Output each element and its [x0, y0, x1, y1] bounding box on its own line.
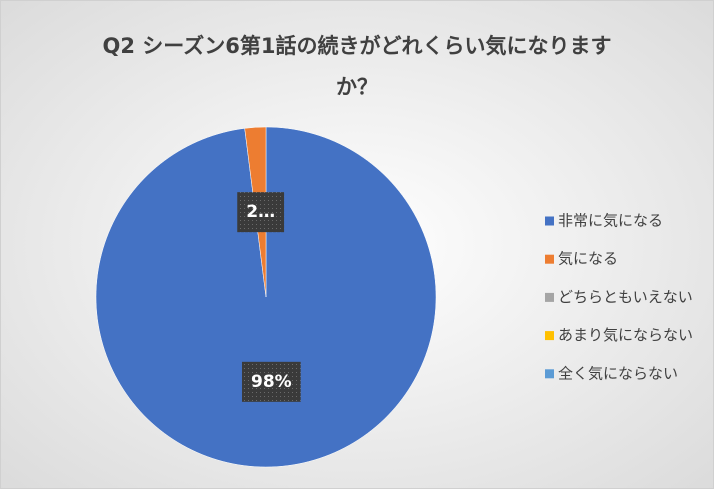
legend-swatch [545, 369, 554, 379]
legend-label: 全く気にならない [558, 364, 678, 382]
legend-label: どちらともいえない [558, 288, 693, 306]
legend-swatch [545, 292, 554, 302]
chart-title: か？ [336, 75, 378, 99]
pie: 98% 2… [95, 126, 437, 468]
data-label-box [241, 361, 301, 402]
legend-label: 気になる [558, 250, 618, 268]
legend-swatch [545, 216, 554, 226]
legend-label: 非常に気になる [558, 212, 663, 230]
chart-title: Q2 シーズン6第1話の続きがどれくらい気になります [103, 34, 612, 58]
data-label: 2… [246, 202, 275, 222]
legend-swatch [545, 331, 554, 341]
data-label: 98% [251, 372, 292, 392]
data-label-box [237, 192, 285, 233]
legend-swatch [545, 254, 554, 264]
legend-label: あまり気にならない [558, 326, 693, 344]
